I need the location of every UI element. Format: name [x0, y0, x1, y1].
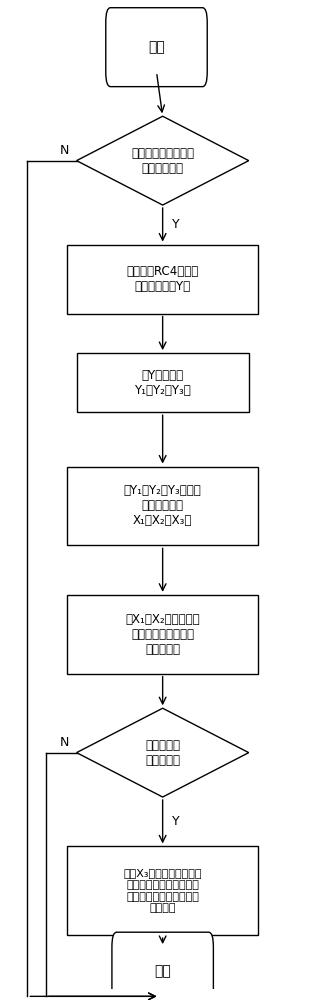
FancyBboxPatch shape: [106, 8, 207, 87]
Polygon shape: [77, 708, 249, 797]
Text: 进入: 进入: [148, 40, 165, 54]
Text: 收到配置载波资源的
密码序列値？: 收到配置载波资源的 密码序列値？: [131, 147, 194, 175]
Text: N: N: [59, 144, 69, 157]
FancyBboxPatch shape: [112, 932, 213, 1000]
Polygon shape: [77, 116, 249, 205]
Text: 识别码比对
是否一致？: 识别码比对 是否一致？: [145, 739, 180, 767]
Bar: [67, 846, 258, 935]
Bar: [67, 245, 258, 314]
Bar: [77, 353, 249, 412]
Text: N: N: [59, 736, 69, 749]
Text: 根据X₃値所定义的载波资
源数，开启相应载波，关
闭并隐藏不允许用户使用
的载波。: 根据X₃値所定义的载波资 源数，开启相应载波，关 闭并隐藏不允许用户使用 的载波…: [123, 868, 202, 913]
Text: 将Y値拆分成
Y₁、Y₂、Y₃値: 将Y値拆分成 Y₁、Y₂、Y₃値: [134, 369, 191, 397]
Text: Y: Y: [172, 218, 179, 231]
Text: 采用标准RC4解密算
法解密，得到Y値: 采用标准RC4解密算 法解密，得到Y値: [126, 265, 199, 293]
Text: 将Y₁、Y₂、Y₃値代入
方程中，解开
X₁、X₂、X₃値: 将Y₁、Y₂、Y₃値代入 方程中，解开 X₁、X₂、X₃値: [124, 484, 202, 527]
Bar: [67, 595, 258, 674]
Text: 将X₁、X₂组合得到的
数値与本设备的识别
码进行比对: 将X₁、X₂组合得到的 数値与本设备的识别 码进行比对: [125, 613, 200, 656]
Bar: [67, 467, 258, 545]
Text: Y: Y: [172, 815, 179, 828]
Text: 退出: 退出: [154, 965, 171, 979]
